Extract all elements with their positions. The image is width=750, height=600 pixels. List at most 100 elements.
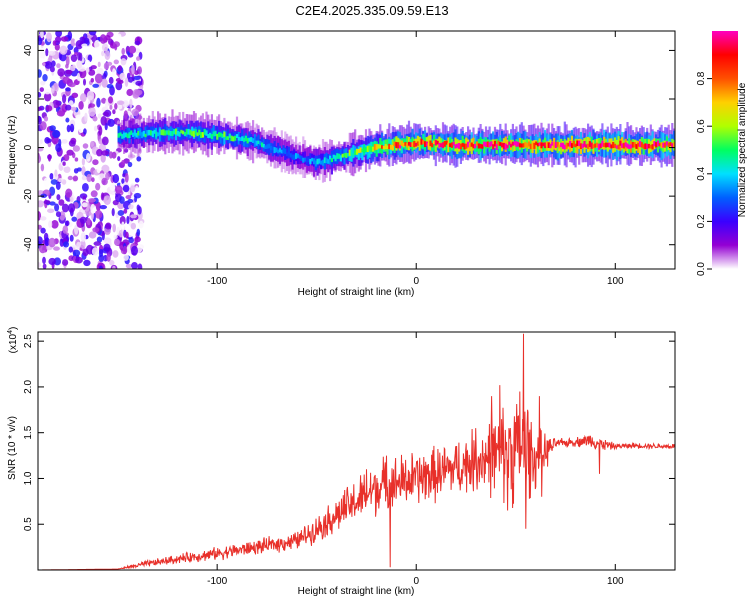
spectrogram-signal-cell xyxy=(203,128,206,143)
snr-y-tick-label: 2.0 xyxy=(23,380,34,394)
spectrogram-noise-cell xyxy=(38,224,42,230)
spectrogram-signal-cell xyxy=(513,141,516,151)
snr-x-tick-label: 100 xyxy=(607,576,624,587)
spectrogram-signal-cell xyxy=(302,157,305,163)
spectrogram-signal-cell xyxy=(169,131,172,136)
spectrogram-noise-cell xyxy=(68,140,76,147)
spectrogram-signal-cell xyxy=(531,143,534,149)
spectrogram-signal-cell xyxy=(225,136,228,140)
spectrogram-signal-cell xyxy=(348,149,351,156)
spectrogram-signal-cell xyxy=(296,154,299,165)
spectrogram-noise-cell xyxy=(66,149,74,156)
spectrogram-signal-cell xyxy=(221,133,224,139)
spectrogram-signal-cell xyxy=(130,130,133,135)
spectrogram-signal-cell xyxy=(587,143,590,149)
spectrogram-noise-cell xyxy=(136,156,142,162)
spectrogram-signal-cell xyxy=(585,137,588,150)
spectrogram-noise-cell xyxy=(75,114,83,120)
spectrogram-noise-cell xyxy=(104,50,111,61)
spectrogram-signal-cell xyxy=(429,140,432,147)
spectrogram-signal-cell xyxy=(517,142,520,147)
spectrogram-y-tick-label: -40 xyxy=(23,237,34,252)
spectrogram-signal-cell xyxy=(243,137,246,142)
spectrogram-signal-cell xyxy=(146,130,149,136)
spectrogram-signal-cell xyxy=(316,158,319,165)
spectrogram-noise-cell xyxy=(86,152,91,162)
spectrogram-signal-cell xyxy=(157,132,160,137)
spectrogram-noise-cell xyxy=(44,237,50,247)
spectrogram-noise-cell xyxy=(94,209,103,219)
spectrogram-signal-cell xyxy=(515,141,518,147)
spectrogram-noise-cell xyxy=(101,78,108,88)
spectrogram-noise-cell xyxy=(134,40,141,46)
spectrogram-signal-cell xyxy=(468,143,471,148)
spectrogram-signal-cell xyxy=(551,141,554,152)
spectrogram-signal-cell xyxy=(671,143,674,148)
spectrogram-signal-cell xyxy=(646,143,649,149)
spectrogram-signal-cell xyxy=(549,143,552,149)
spectrogram-signal-cell xyxy=(355,148,359,155)
spectrogram-signal-cell xyxy=(291,154,294,160)
spectrogram-frame xyxy=(37,30,676,270)
spectrogram-signal-cell xyxy=(463,143,466,150)
spectrogram-signal-cell xyxy=(278,148,282,153)
spectrogram-signal-cell xyxy=(230,135,233,142)
spectrogram-signal-cell xyxy=(475,141,479,152)
spectrogram-noise-cell xyxy=(123,208,128,214)
spectrogram-signal-cell xyxy=(287,149,290,155)
spectrogram-signal-cell xyxy=(329,154,332,165)
spectrogram-signal-cell xyxy=(338,153,341,159)
spectrogram-signal-cell xyxy=(406,136,409,150)
spectrogram-signal-cell xyxy=(253,140,256,145)
spectrogram-noise-cell xyxy=(105,99,109,109)
spectrogram-noise-cell xyxy=(42,256,46,264)
colorbar-label: Normalized spectral amplitude xyxy=(737,82,748,217)
spectrogram-signal-cell xyxy=(495,143,498,150)
spectrogram-noise-cell xyxy=(91,247,99,256)
spectrogram-signal-cell xyxy=(465,143,468,149)
spectrogram-noise-cell xyxy=(72,249,81,257)
spectrogram-noise-cell xyxy=(81,202,88,208)
spectrogram-noise-cell xyxy=(125,195,132,200)
snr-x-tick-label: -100 xyxy=(207,576,227,587)
spectrogram-noise-cell xyxy=(116,104,123,110)
spectrogram-signal-cell xyxy=(588,141,591,147)
spectrogram-signal-cell xyxy=(472,144,475,149)
spectrogram-noise-cell xyxy=(80,240,86,250)
spectrogram-signal-cell xyxy=(261,137,264,148)
spectrogram-noise-cell xyxy=(117,80,124,84)
spectrogram-signal-cell xyxy=(613,143,617,148)
snr-x-ticks: -100 0 100 xyxy=(207,332,624,587)
spectrogram-signal-cell xyxy=(504,143,507,150)
spectrogram-signal-cell xyxy=(445,140,448,145)
spectrogram-noise-cell xyxy=(92,83,100,88)
colorbar-ticks: 0.0 0.2 0.4 0.6 0.8 xyxy=(696,71,712,276)
spectrogram-signal-cell xyxy=(522,143,525,148)
spectrogram-noise-cell xyxy=(136,228,141,237)
spectrogram-signal-cell xyxy=(409,142,412,147)
spectrogram-noise-cell xyxy=(125,263,133,269)
spectrogram-signal-cell xyxy=(341,153,344,158)
spectrogram-noise-cell xyxy=(95,182,101,191)
spectrogram-noise-cell xyxy=(97,61,101,68)
spectrogram-signal-cell xyxy=(375,144,378,150)
spectrogram-noise-cell xyxy=(65,87,71,92)
spectrogram-signal-cell xyxy=(166,130,169,135)
spectrogram-noise-cell xyxy=(85,244,94,255)
spectrogram-signal-cell xyxy=(481,139,484,148)
spectrogram-signal-cell xyxy=(250,137,253,142)
spectrogram-signal-cell xyxy=(416,141,419,146)
spectrogram-signal-cell xyxy=(479,143,482,149)
spectrogram-noise-cell xyxy=(74,224,79,235)
spectrogram-signal-cell xyxy=(137,131,140,136)
spectrogram-noise-cell xyxy=(56,194,61,201)
spectrogram-noise-cell xyxy=(128,204,134,210)
spectrogram-signal-cell xyxy=(296,153,299,158)
spectrogram-signal-cell xyxy=(499,142,502,146)
spectrogram-signal-cell xyxy=(223,131,226,137)
spectrogram-signal-cell xyxy=(436,140,439,145)
spectrogram-noise-cell xyxy=(72,145,80,152)
spectrogram-noise-cell xyxy=(69,234,74,242)
spectrogram-signal-cell xyxy=(427,143,430,147)
spectrogram-signal-cell xyxy=(397,142,400,149)
